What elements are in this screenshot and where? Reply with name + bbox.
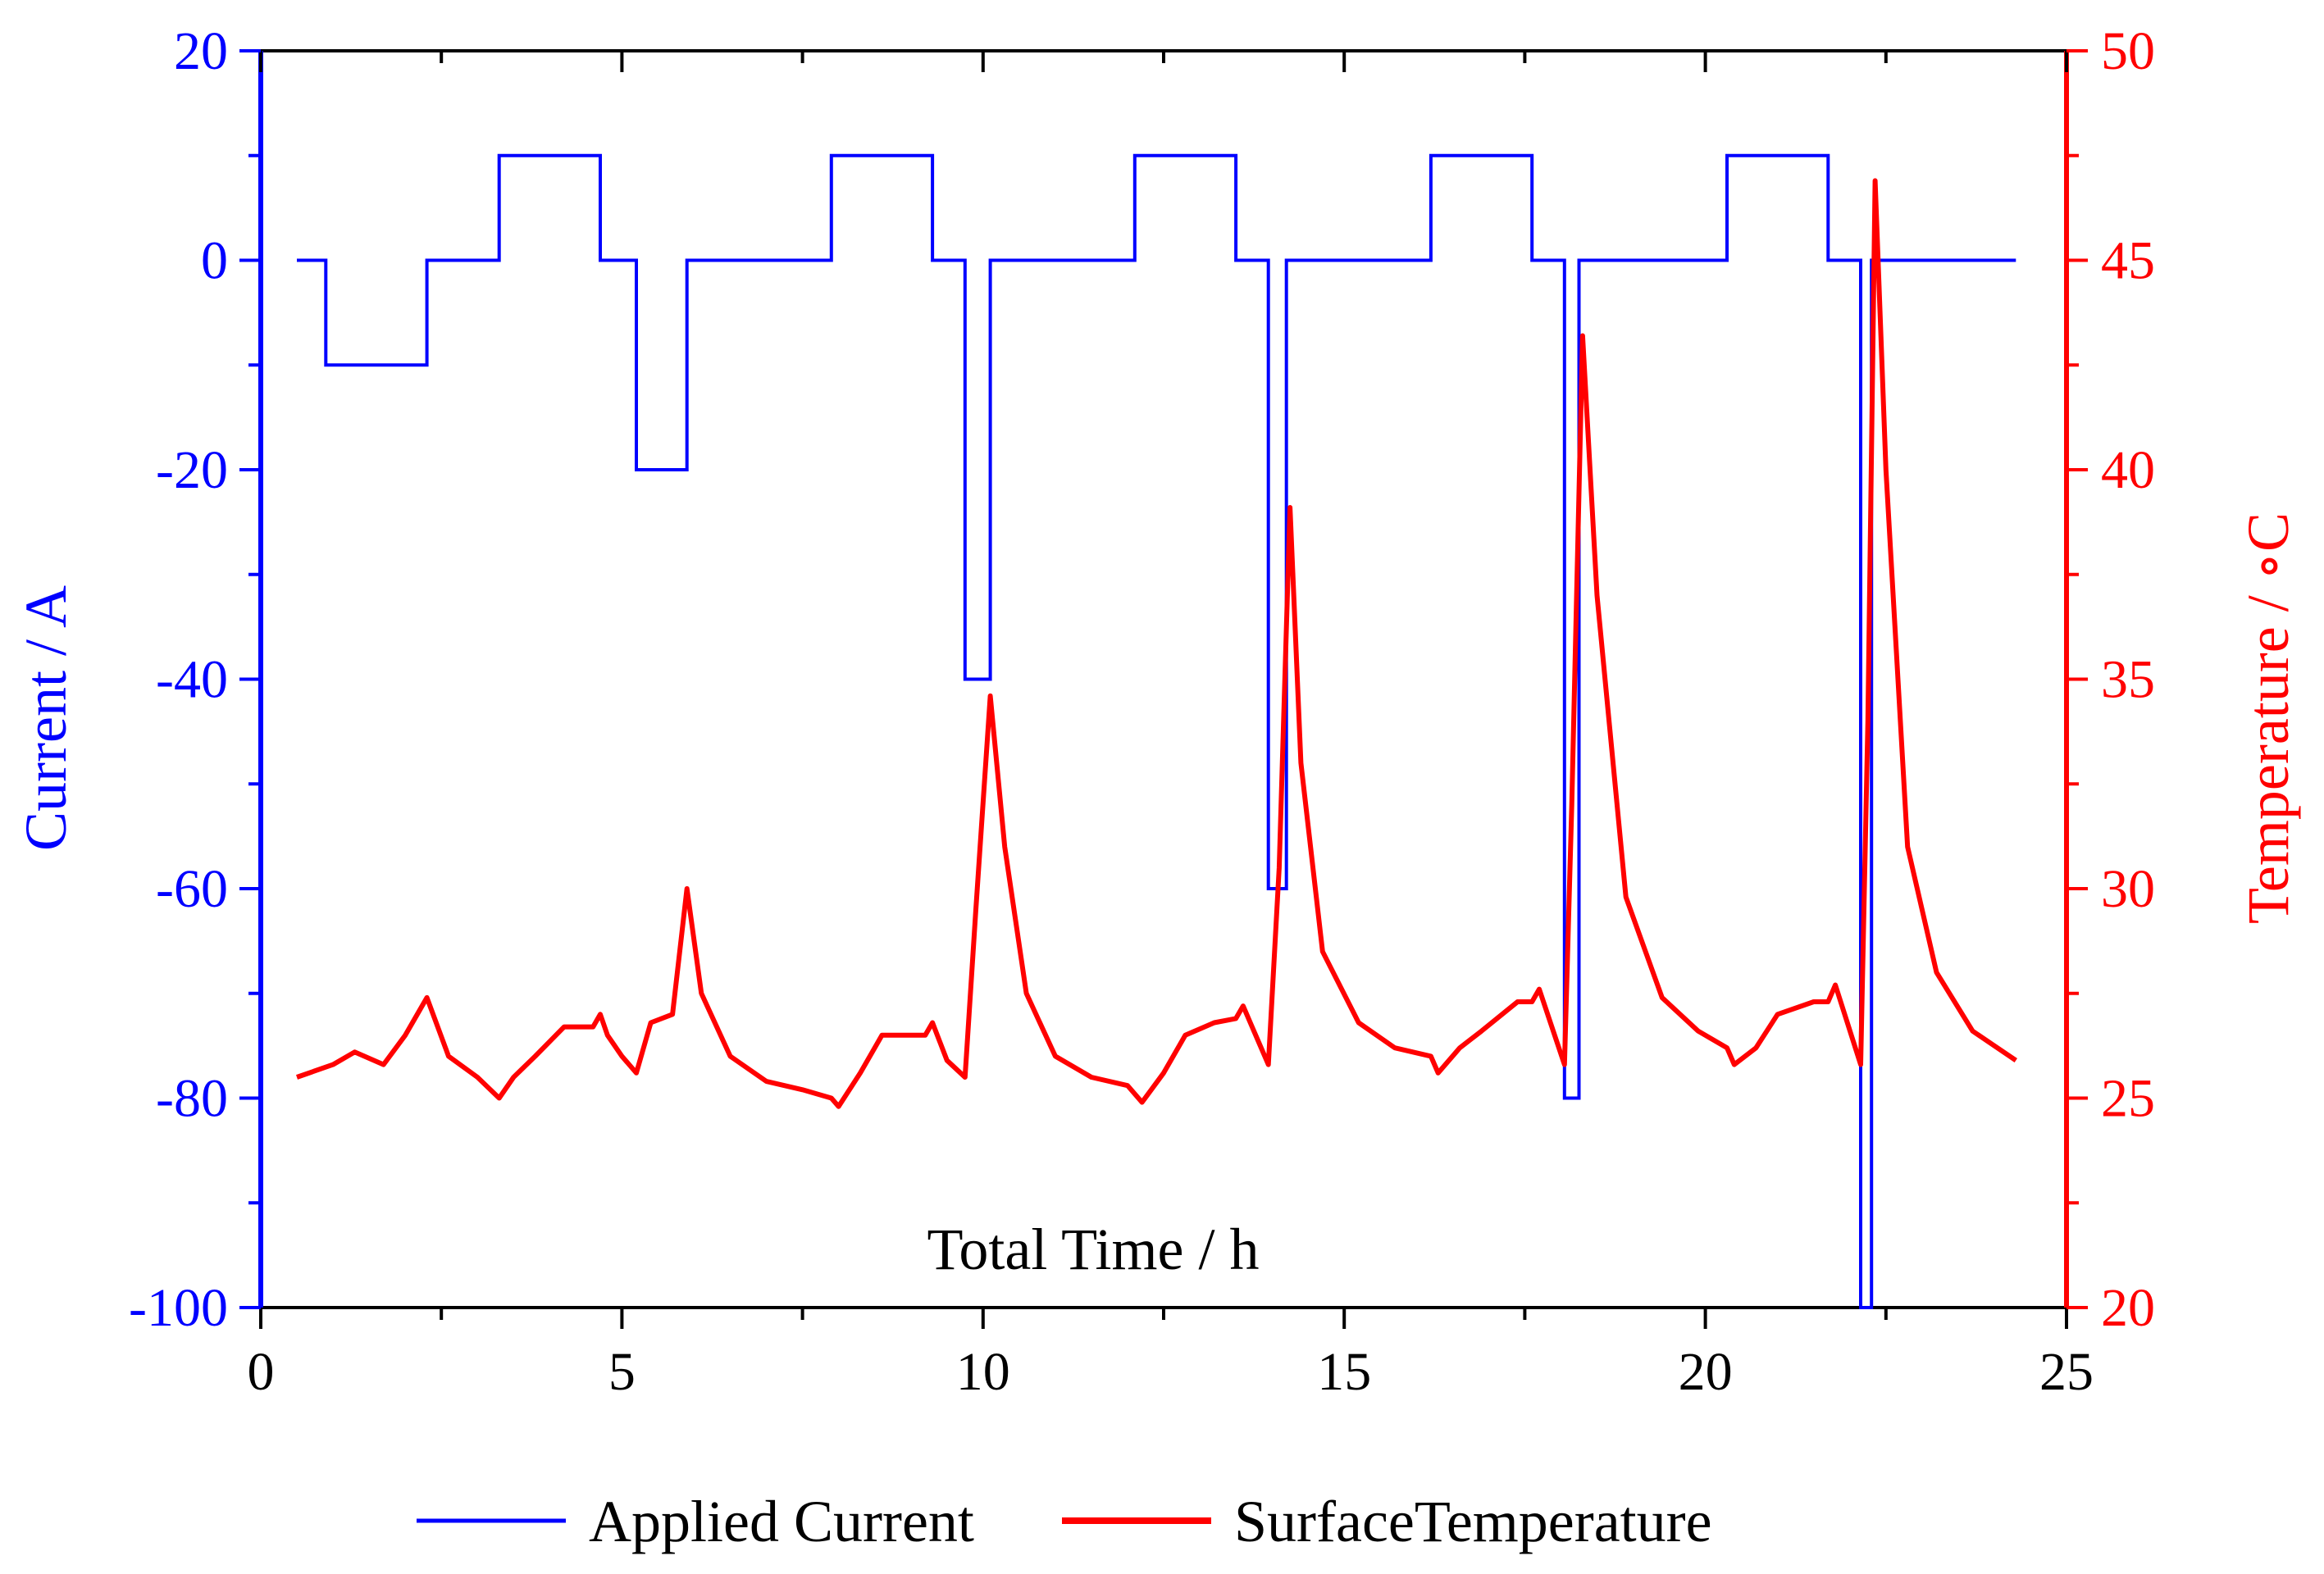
x-tick-label: 5	[608, 1342, 636, 1402]
x-axis-label: Total Time / h	[927, 1217, 1259, 1282]
y-right-tick-label: 35	[2101, 650, 2155, 710]
y-right-tick-label: 50	[2101, 21, 2155, 81]
legend-label-surface-temperature: SurfaceTemperature	[1234, 1489, 1712, 1554]
y-left-tick-label: -80	[156, 1069, 228, 1129]
x-tick-label: 10	[956, 1342, 1010, 1402]
y-right-tick-label: 40	[2101, 440, 2155, 500]
y-left-tick-label: 0	[201, 231, 228, 291]
x-tick-label: 20	[1679, 1342, 1733, 1402]
y-left-tick-label: -60	[156, 859, 228, 919]
legend-label-applied-current: Applied Current	[589, 1489, 974, 1554]
y-left-axis-label: Current / A	[13, 585, 79, 851]
series-line-applied-current	[297, 153, 2016, 1309]
y-left-tick-label: -40	[156, 650, 228, 710]
x-tick-label: 0	[248, 1342, 275, 1402]
y-right-tick-label: 20	[2101, 1278, 2155, 1338]
y-right-tick-label: 45	[2101, 231, 2155, 291]
x-tick-label: 25	[2039, 1342, 2094, 1402]
y-left-tick-label: 20	[174, 21, 228, 81]
y-right-tick-label: 30	[2101, 859, 2155, 919]
y-right-axis-label: Temperature / ∘C	[2235, 512, 2301, 924]
x-tick-label: 15	[1317, 1342, 1371, 1402]
y-right-tick-label: 25	[2101, 1069, 2155, 1129]
series-line-surface-temperature	[296, 178, 2017, 1109]
y-left-tick-label: -100	[129, 1278, 228, 1338]
legend: Applied Current SurfaceTemperature	[417, 1489, 1712, 1554]
y-left-tick-label: -20	[156, 440, 228, 500]
